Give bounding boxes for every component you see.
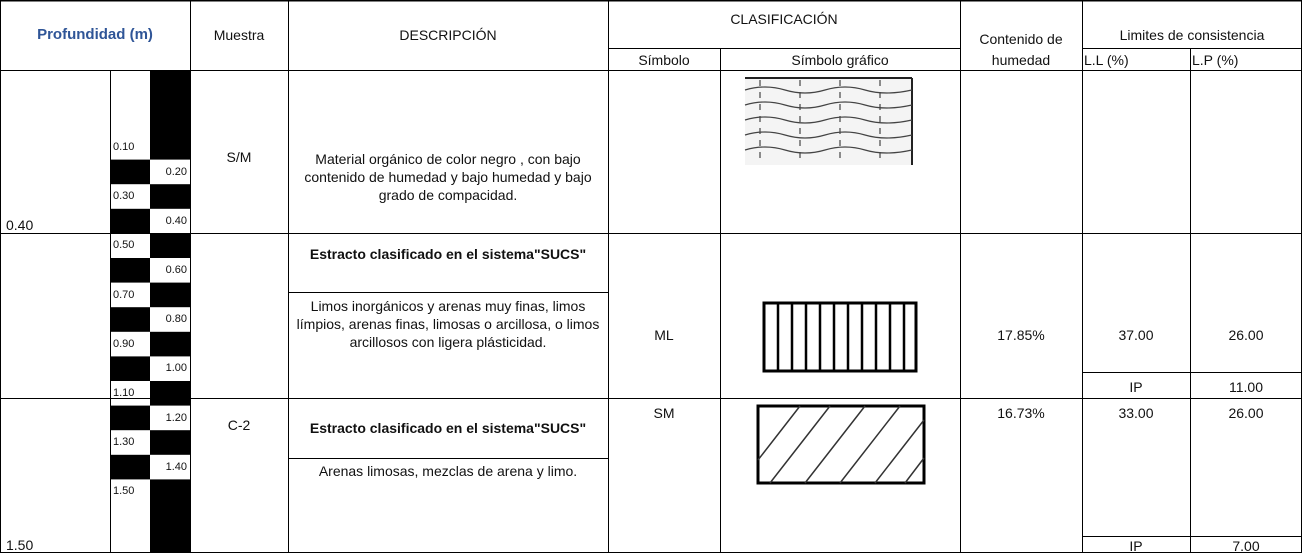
row-ip-label: IP xyxy=(1129,538,1143,554)
depth-scale-label: 1.40 xyxy=(165,460,187,473)
header-simbolo: Símbolo xyxy=(638,52,690,68)
scale-block xyxy=(150,331,190,357)
header-profundidad: Profundidad (m) xyxy=(37,26,153,43)
row-ip: 7.00 xyxy=(1232,538,1260,554)
symbol-organic xyxy=(744,77,913,165)
scale-block xyxy=(111,405,150,431)
row-lp: 26.00 xyxy=(1228,327,1264,343)
row-descripcion: Limos inorgánicos y arenas muy finas, li… xyxy=(296,298,600,350)
depth-scale-label: 0.80 xyxy=(165,313,187,326)
depth-scale-label: 0.10 xyxy=(113,141,135,153)
header-lp: L.P (%) xyxy=(1192,52,1239,68)
row-ip: 11.00 xyxy=(1229,379,1263,395)
row-lp: 26.00 xyxy=(1228,405,1264,421)
scale-block xyxy=(111,159,150,185)
row-muestra: S/M xyxy=(226,149,252,165)
depth-scale-label: 0.40 xyxy=(165,214,187,227)
row-titulo: Estracto clasificado en el sistema"SUCS" xyxy=(309,246,587,262)
scale-block xyxy=(150,430,190,455)
header-humedad: humedad xyxy=(991,52,1051,68)
row-depth: 0.40 xyxy=(6,217,34,233)
header-descripcion: DESCRIPCIÓN xyxy=(399,27,497,43)
scale-block xyxy=(150,381,190,406)
depth-scale-label: 0.70 xyxy=(113,288,135,301)
header-ll: L.L (%) xyxy=(1084,52,1129,68)
scale-block xyxy=(111,307,150,332)
scale-block xyxy=(150,135,190,160)
depth-scale-label: 1.20 xyxy=(165,411,187,424)
depth-scale-label: 1.00 xyxy=(165,362,187,375)
row-muestra: C-2 xyxy=(227,417,251,433)
depth-scale-label: 0.20 xyxy=(165,165,187,178)
row-ll: 33.00 xyxy=(1118,405,1154,421)
row-ip-label: IP xyxy=(1129,379,1143,395)
row-titulo: Estracto clasificado en el sistema"SUCS" xyxy=(309,420,587,436)
header-simbolo-grafico: Símbolo gráfico xyxy=(791,52,889,68)
header-limites: Limites de consistencia xyxy=(1119,27,1265,43)
row-humedad: 17.85% xyxy=(997,327,1045,343)
depth-scale-label: 0.30 xyxy=(113,190,135,203)
scale-block xyxy=(111,356,150,381)
scale-block xyxy=(111,208,150,234)
scale-block xyxy=(150,282,190,308)
row-descripcion: Material orgánico de color negro , con b… xyxy=(304,151,592,203)
row-descripcion: Arenas limosas, mezclas de arena y limo. xyxy=(318,463,578,479)
header-contenido: Contenido de xyxy=(979,31,1063,47)
depth-scale-label: 0.90 xyxy=(113,337,135,350)
scale-block xyxy=(111,258,150,283)
depth-scale-label: 1.30 xyxy=(113,436,135,449)
depth-scale-label: 1.50 xyxy=(113,485,135,498)
row-humedad: 16.73% xyxy=(997,405,1045,421)
depth-scale-label: 0.50 xyxy=(113,239,135,252)
scale-block xyxy=(150,479,190,553)
depth-scale-label: 0.60 xyxy=(165,264,187,276)
scale-block xyxy=(150,71,190,135)
row-simbolo: SM xyxy=(653,405,675,421)
header-muestra: Muestra xyxy=(213,27,265,43)
symbol-sm xyxy=(756,404,926,485)
symbol-ml xyxy=(762,301,918,373)
depth-scale-label: 1.10 xyxy=(113,387,135,399)
scale-block xyxy=(150,184,190,209)
header-clasificacion: CLASIFICACIÓN xyxy=(730,11,838,27)
depth-scale xyxy=(111,71,190,553)
scale-block xyxy=(111,454,150,480)
row-depth: 1.50 xyxy=(6,537,34,553)
row-simbolo: ML xyxy=(654,327,674,343)
scale-block xyxy=(150,233,190,258)
row-ll: 37.00 xyxy=(1118,327,1154,343)
